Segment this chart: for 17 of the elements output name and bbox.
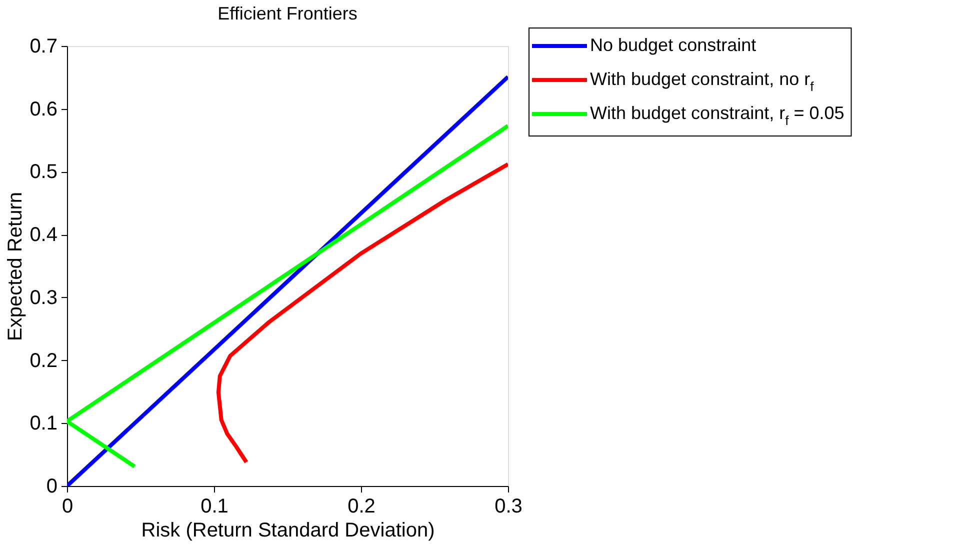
y-tick-label: 0.5 bbox=[30, 161, 58, 184]
x-tick-label: 0.3 bbox=[494, 496, 522, 518]
y-tick-label: 0.3 bbox=[30, 286, 58, 309]
x-tick-label: 0 bbox=[62, 496, 74, 518]
y-tick-label: 0.6 bbox=[30, 98, 58, 120]
x-axis-title: Risk (Return Standard Deviation) bbox=[141, 520, 435, 542]
x-tick-label: 0.2 bbox=[348, 496, 376, 518]
chart-title: Efficient Frontiers bbox=[218, 4, 358, 24]
y-tick-label: 0.2 bbox=[30, 350, 58, 372]
y-tick-label: 0.1 bbox=[30, 412, 58, 435]
y-axis-title: Expected Return bbox=[4, 192, 27, 341]
y-tick-label: 0 bbox=[46, 476, 58, 498]
y-tick-label: 0.4 bbox=[30, 224, 58, 246]
line-series bbox=[216, 162, 508, 464]
x-tick-label: 0.1 bbox=[200, 496, 228, 518]
y-tick-label: 0.7 bbox=[30, 36, 58, 58]
legend-label: No budget constraint bbox=[590, 35, 756, 55]
